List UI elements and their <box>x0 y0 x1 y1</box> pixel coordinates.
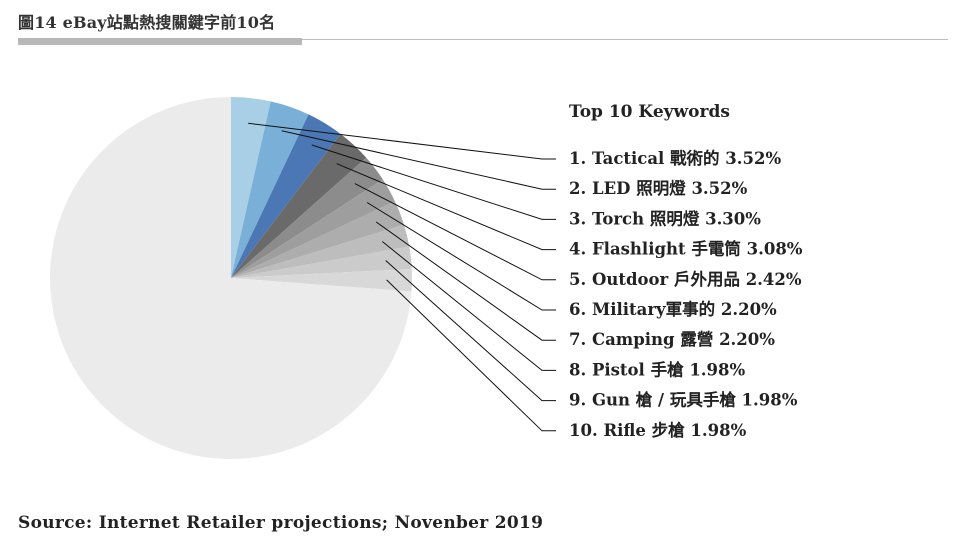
leader-line-4 <box>336 163 556 251</box>
source-note: Source: Internet Retailer projections; N… <box>18 513 544 533</box>
title-accent-bar <box>18 38 302 45</box>
slice-label-5: 5. Outdoor 戶外用品 2.42% <box>569 269 802 289</box>
slice-label-1: 1. Tactical 戰術的 3.52% <box>569 148 781 168</box>
slice-label-3: 3. Torch 照明燈 3.30% <box>569 208 761 228</box>
pie-slice-2 <box>231 101 309 278</box>
pie-slice-1 <box>231 97 271 278</box>
pie-slice-10 <box>231 268 412 292</box>
pie-slice-3 <box>231 114 341 278</box>
slice-label-9: 9. Gun 槍 / 玩具手槍 1.98% <box>569 390 798 410</box>
pie-slice-others <box>49 97 412 459</box>
pie-slices <box>49 97 412 459</box>
slice-label-4: 4. Flashlight 手電筒 3.08% <box>569 239 803 259</box>
pie-slice-9 <box>231 246 412 278</box>
slice-label-7: 7. Camping 露營 2.20% <box>569 329 775 349</box>
slice-label-6: 6. Military軍事的 2.20% <box>569 299 777 319</box>
leader-line-1 <box>248 122 556 160</box>
pie-slice-7 <box>231 201 404 278</box>
legend-title: Top 10 Keywords <box>569 102 730 122</box>
leader-line-8 <box>381 241 556 371</box>
leader-line-9 <box>385 260 556 402</box>
leader-line-3 <box>311 144 556 220</box>
leader-line-2 <box>281 130 556 190</box>
title-rule <box>18 39 948 40</box>
slice-label-10: 10. Rifle 步槍 1.98% <box>569 420 747 440</box>
figure-title: 圖14 eBay站點熱搜關鍵字前10名 <box>18 13 276 32</box>
leader-line-5 <box>354 183 556 281</box>
slice-label-2: 2. LED 照明燈 3.52% <box>569 178 748 198</box>
leader-line-6 <box>366 202 556 311</box>
leader-line-10 <box>386 279 556 432</box>
slice-label-8: 8. Pistol 手槍 1.98% <box>569 359 746 379</box>
pie-slice-6 <box>231 179 395 278</box>
pie-slice-8 <box>231 224 410 278</box>
leader-lines <box>248 122 556 432</box>
pie-slice-5 <box>231 157 383 278</box>
pie-slice-4 <box>231 133 367 278</box>
slice-labels: 1. Tactical 戰術的 3.52% 2. LED 照明燈 3.52% 3. … <box>569 148 803 440</box>
leader-line-7 <box>375 221 556 341</box>
